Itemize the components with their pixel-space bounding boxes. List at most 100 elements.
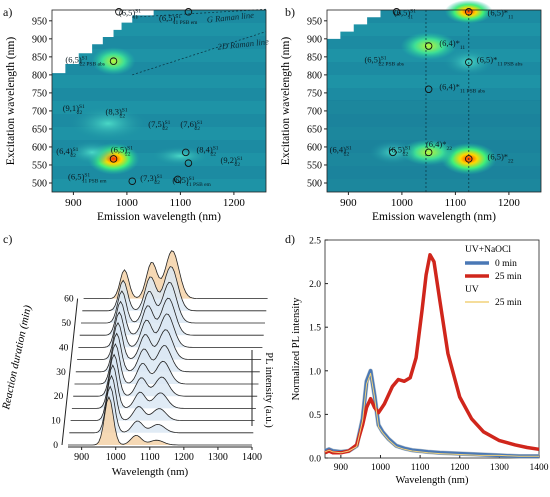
annotation-sup: S1 — [175, 14, 181, 20]
peak-annotation: (7,6)S1 22 — [180, 119, 202, 132]
annotation-sub: 22 — [77, 110, 83, 116]
annotation-sup: S1 — [127, 145, 133, 151]
annotation-label: (6,5)S1 22 PSB abs — [65, 54, 104, 67]
spectrum-fill — [70, 375, 255, 421]
panel-a: 900 1000 1100 1200 500 550 600 650 700 750 800 850 9… — [0, 0, 275, 230]
y-tick-label: 650 — [307, 124, 322, 135]
x-tick-label: 1100 — [411, 463, 430, 473]
annotation-label: (7,5)S1 22 — [148, 119, 170, 132]
annotation-name: (8,3) — [106, 107, 122, 117]
spectrum-fill — [75, 333, 260, 372]
y-tick-label: 1.0 — [309, 367, 321, 377]
panel-label: a) — [3, 5, 13, 19]
z-tick-label: 20 — [54, 392, 64, 402]
x-tick-label: 1200 — [174, 452, 194, 463]
panel-label: c) — [3, 232, 13, 246]
peak-marker — [465, 58, 473, 67]
annotation-sub: 22 — [125, 151, 131, 157]
peak-marker — [109, 57, 118, 65]
annotation-sup: S1 — [410, 8, 416, 14]
panel-a-heatmap: 900 1000 1100 1200 500 550 600 650 700 750 800 850 9… — [5, 7, 269, 223]
annotation-name: (6,5)* — [488, 152, 509, 162]
annotation-name: (6,5) — [119, 7, 135, 17]
annotation-sub: 11 PSB em — [82, 178, 107, 184]
y-tick-label: 1.5 — [309, 324, 321, 334]
annotation-sub: 22 — [403, 151, 409, 157]
peak-annotation: (9,2)S1 22 — [221, 155, 243, 168]
panel-d: 900 1000 1100 1200 1300 1400 0.0 0.5 1.0 1.5 2.0 2.… — [275, 230, 550, 492]
peak-annotation: (6,5)*11 PSB abs — [477, 54, 523, 67]
annotation-name: (6,4)* — [439, 38, 460, 48]
legend-label: 0 min — [495, 259, 517, 269]
peak-marker — [115, 8, 123, 16]
raman-line-label: G Raman line — [206, 10, 254, 25]
annotation-sup: S1 — [82, 55, 88, 61]
x-tick-label: 1300 — [490, 463, 509, 473]
y-tick-label: 500 — [32, 178, 47, 189]
peak-marker — [109, 155, 118, 163]
x-axis-label: Emission wavelength (nm) — [372, 211, 496, 223]
annotation-name: (6,5)* — [477, 54, 498, 64]
peak-marker — [424, 148, 433, 157]
annotation-sup: S1 — [73, 147, 79, 153]
x-tick-label: 900 — [65, 197, 82, 209]
heatmap-band — [327, 23, 541, 36]
spectrum-line — [70, 374, 255, 421]
panel-d-line-chart: 900 1000 1100 1200 1300 1400 0.0 0.5 1.0 1.5 2.0 2.… — [291, 237, 549, 487]
annotation-label: (6,5)*11 — [488, 7, 514, 20]
spectrum-line — [81, 281, 265, 324]
annotation-label: (6,4)S1 22 — [330, 144, 352, 157]
annotation-name: (6,5) — [111, 144, 127, 154]
x-tick-label: 1400 — [530, 463, 549, 473]
x-tick-label: 1000 — [116, 197, 139, 209]
x-tick-label: 1200 — [498, 197, 521, 209]
y-tick-label: 800 — [307, 70, 322, 81]
y-tick-label: 600 — [307, 142, 322, 153]
peak-marker — [465, 155, 473, 163]
x-tick-label: 1400 — [242, 452, 262, 463]
y-tick-label: 850 — [32, 52, 47, 63]
annotation-label: (8,3)S1 22 — [106, 107, 128, 120]
y-tick-label: 600 — [32, 142, 47, 153]
annotation-label: (8,4)S1 22 — [196, 144, 218, 157]
peak-annotation: (6,4)S1 22 — [330, 144, 352, 157]
peak-annotation: G Raman line — [206, 10, 254, 25]
annotation-name: (7,5) — [148, 119, 164, 129]
annotation-label: (6,5)S1 22 PSB abs — [364, 54, 403, 67]
x-tick-label: 900 — [334, 463, 349, 473]
y-axis-label: PL intensity (a.u.) — [263, 352, 274, 428]
peak-annotation: (6,4)S1 22 — [56, 146, 78, 159]
annotation-sub: 11 PSB abs — [460, 88, 485, 94]
spectrum-line — [77, 321, 262, 360]
annotation-sup: S1 — [84, 172, 90, 178]
peak-annotation: (6,5)S1 22 — [111, 144, 133, 157]
panel-label: b) — [285, 5, 295, 19]
peak-annotation: (6,4)*11 PSB abs — [439, 81, 485, 94]
y-axis-label: Normalized PL intensity — [291, 297, 302, 401]
y-tick-label: 0.5 — [309, 411, 321, 421]
heatmap-cutoff — [52, 10, 154, 74]
z-tick-label: 10 — [51, 417, 61, 427]
annotation-sub: 11 PSB em — [186, 182, 211, 188]
peak-annotation: (6,5)S1 11 PSB em — [159, 13, 198, 26]
peak-marker — [389, 148, 397, 157]
annotation-sub: 22 — [211, 151, 217, 157]
annotation-name: (6,5) — [364, 54, 380, 64]
annotation-name: (6,4) — [56, 146, 72, 156]
spectrum-line — [79, 297, 264, 336]
annotation-sub: 11 PSB abs — [497, 61, 522, 67]
raman-line — [132, 31, 267, 76]
y-tick-label: 750 — [307, 88, 322, 99]
annotation-sub: 11 PSB em — [173, 20, 198, 26]
x-tick-label: 1100 — [140, 452, 160, 463]
y-tick-label: 900 — [307, 34, 322, 45]
panel-label: d) — [285, 232, 295, 246]
z-tick-label: 40 — [59, 343, 69, 353]
y-axis-label: Excitation wavelength (nm) — [280, 37, 292, 166]
spectrum-fill — [68, 397, 252, 445]
heatmap-band — [52, 179, 266, 192]
y-tick-label: 2.0 — [309, 280, 321, 290]
heatmap-band — [52, 75, 266, 88]
annotation-sup: S1 — [135, 8, 141, 14]
annotation-label: (6,4)S1 22 — [56, 146, 78, 159]
